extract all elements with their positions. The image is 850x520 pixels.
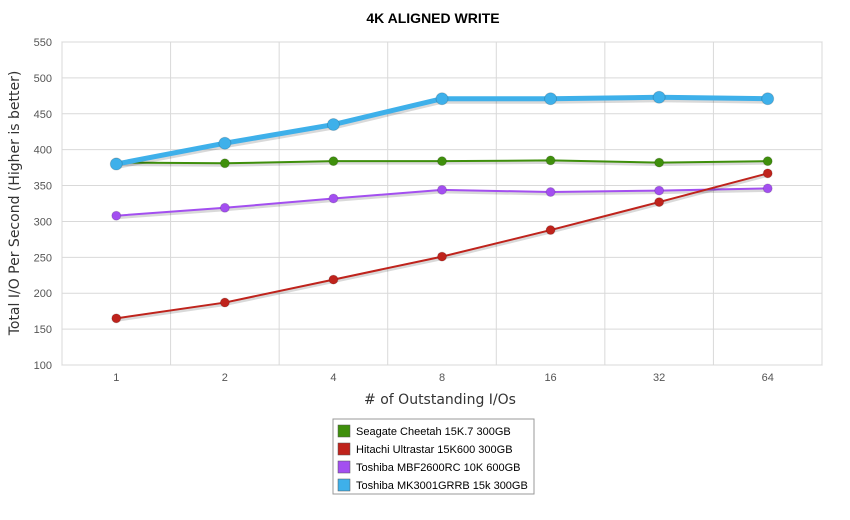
- data-point: [762, 183, 773, 194]
- x-tick-label: 1: [113, 372, 119, 384]
- x-tick-label: 16: [544, 372, 556, 384]
- y-tick-labels: 100 150 200 250 300 350 400 450 500 550: [34, 37, 52, 372]
- data-point: [761, 92, 775, 106]
- legend-label: Seagate Cheetah 15K.7 300GB: [356, 426, 511, 438]
- data-point: [654, 185, 665, 196]
- y-tick-label: 350: [34, 181, 52, 193]
- legend: Seagate Cheetah 15K.7 300GB Hitachi Ultra…: [332, 418, 535, 495]
- data-point: [109, 157, 123, 171]
- data-point: [328, 274, 339, 285]
- data-point: [437, 251, 447, 262]
- x-axis-label: # of Outstanding I/Os: [364, 392, 516, 408]
- data-point: [328, 193, 339, 204]
- x-tick-label: 2: [222, 372, 228, 384]
- data-point: [326, 118, 340, 132]
- x-tick-label: 32: [653, 372, 665, 384]
- data-point: [545, 187, 556, 198]
- chart-title: 4K ALIGNED WRITE: [366, 10, 499, 26]
- y-tick-label: 150: [34, 324, 52, 336]
- series-2: [111, 168, 773, 324]
- legend-box: [332, 418, 535, 495]
- y-tick-label: 100: [34, 360, 52, 372]
- data-point: [652, 90, 666, 104]
- data-point: [545, 225, 556, 236]
- x-tick-label: 64: [762, 372, 774, 384]
- data-point: [219, 297, 230, 308]
- data-point: [762, 168, 773, 179]
- y-tick-label: 550: [34, 37, 52, 49]
- data-point: [219, 158, 230, 169]
- series-1: [111, 155, 773, 169]
- legend-swatch: [337, 460, 351, 474]
- data-point: [328, 156, 339, 167]
- y-tick-label: 250: [34, 252, 52, 264]
- data-point: [219, 202, 230, 213]
- legend-swatch: [337, 424, 351, 438]
- legend-label: Toshiba MBF2600RC 10K 600GB: [356, 462, 520, 474]
- y-axis-label: Total I/O Per Second (Higher is better): [7, 71, 23, 337]
- data-point: [654, 197, 665, 208]
- legend-swatch: [337, 478, 351, 492]
- y-tick-label: 500: [34, 73, 52, 85]
- legend-swatch: [337, 442, 351, 456]
- data-point: [544, 92, 558, 106]
- data-point: [437, 184, 447, 195]
- data-point: [437, 156, 447, 167]
- y-tick-label: 200: [34, 288, 52, 300]
- y-tick-label: 450: [34, 109, 52, 121]
- y-tick-label: 300: [34, 216, 52, 228]
- legend-label: Hitachi Ultrastar 15K600 300GB: [356, 444, 513, 456]
- data-point: [218, 136, 232, 150]
- data-point: [654, 157, 665, 168]
- legend-label: Toshiba MK3001GRRB 15k 300GB: [356, 480, 528, 492]
- series-lines: [109, 90, 775, 324]
- series-4: [109, 90, 775, 171]
- plot-area: [61, 41, 823, 366]
- x-tick-label: 4: [330, 372, 336, 384]
- data-point: [545, 155, 556, 166]
- data-point: [435, 92, 449, 106]
- x-tick-labels: 1 2 4 8 16 32 64: [113, 372, 774, 384]
- series-3: [111, 183, 773, 221]
- x-tick-label: 8: [439, 372, 445, 384]
- y-tick-label: 400: [34, 145, 52, 157]
- data-point: [111, 210, 122, 221]
- data-point: [762, 156, 773, 167]
- data-point: [111, 313, 122, 324]
